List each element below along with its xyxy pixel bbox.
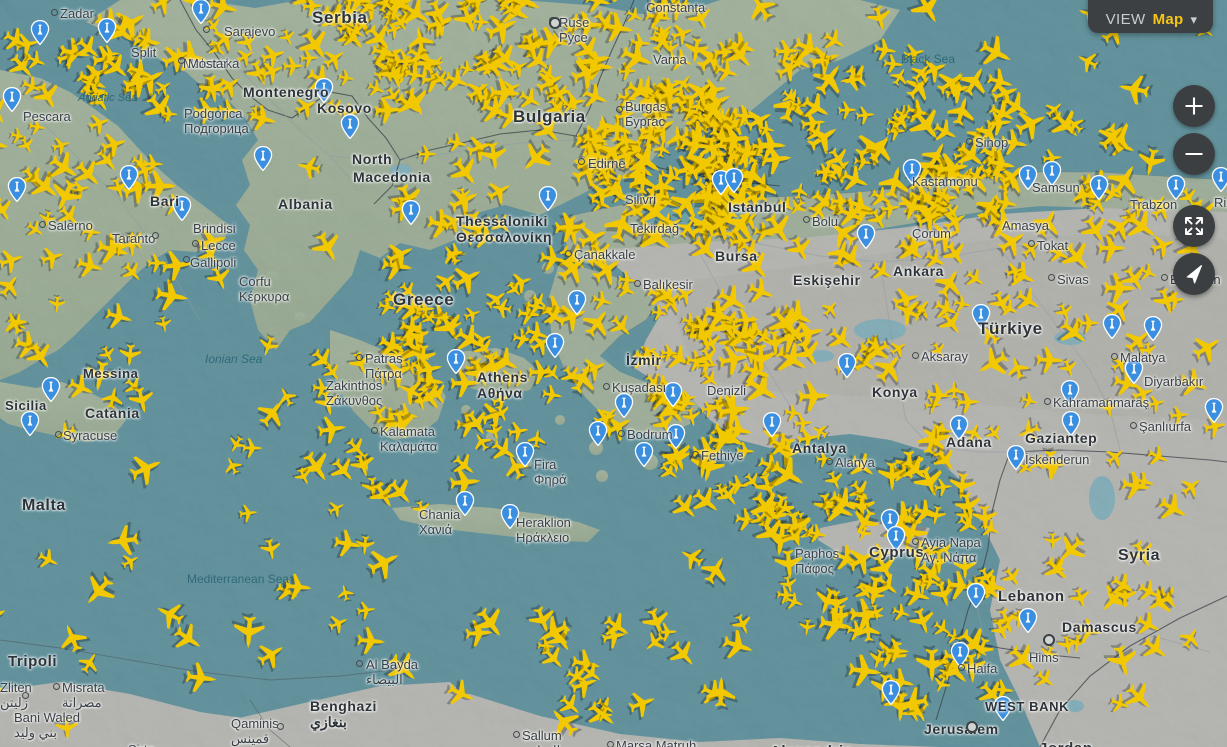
airport-marker-pin[interactable] [837, 353, 857, 378]
airport-marker-pin[interactable] [856, 224, 876, 249]
airport-marker-pin[interactable] [515, 442, 535, 467]
airport-marker-pin[interactable] [7, 177, 27, 202]
airport-marker-pin[interactable] [455, 491, 475, 516]
airport-marker-pin[interactable] [1166, 175, 1186, 200]
airport-marker-pin[interactable] [172, 196, 192, 221]
navigation-arrow-icon [1186, 265, 1203, 284]
airport-marker-pin[interactable] [971, 304, 991, 329]
airport-marker-pin[interactable] [1211, 167, 1227, 192]
view-selector-label: VIEW [1105, 11, 1146, 28]
airport-marker-pin[interactable] [446, 349, 466, 374]
minus-icon [1185, 152, 1203, 156]
airport-marker-pin[interactable] [1061, 411, 1081, 436]
airport-marker-pin[interactable] [949, 415, 969, 440]
airport-marker-pin[interactable] [1042, 161, 1062, 186]
airport-marker-pin[interactable] [666, 424, 686, 449]
airport-marker-pin[interactable] [20, 411, 40, 436]
airport-marker-pin[interactable] [1102, 314, 1122, 339]
map-view-selector[interactable]: VIEW Map ▾ [1087, 0, 1213, 33]
airport-marker-pin[interactable] [1060, 380, 1080, 405]
zoom-in-button[interactable] [1173, 85, 1215, 127]
airport-marker-pin[interactable] [41, 377, 61, 402]
view-selector-value: Map [1152, 11, 1184, 28]
airport-marker-pin[interactable] [1089, 175, 1109, 200]
airport-marker-pin[interactable] [1018, 608, 1038, 633]
chevron-down-icon: ▾ [1190, 12, 1197, 27]
locate-button[interactable] [1173, 253, 1215, 295]
airport-marker-pin[interactable] [401, 200, 421, 225]
fullscreen-button[interactable] [1173, 205, 1215, 247]
airport-marker-pin[interactable] [545, 333, 565, 358]
airport-marker-pin[interactable] [588, 421, 608, 446]
airport-marker-pin[interactable] [1143, 316, 1163, 341]
airport-marker-pin[interactable] [762, 412, 782, 437]
plus-icon [1185, 97, 1203, 115]
airport-marker-pin[interactable] [191, 0, 211, 24]
airport-marker-pin[interactable] [538, 186, 558, 211]
airport-marker-pin[interactable] [500, 504, 520, 529]
airport-marker-pin[interactable] [1204, 398, 1224, 423]
airport-marker-pin[interactable] [567, 290, 587, 315]
airport-marker-pin[interactable] [253, 146, 273, 171]
airport-marker-pin[interactable] [314, 78, 334, 103]
airport-marker-pin[interactable] [119, 165, 139, 190]
airport-marker-pin[interactable] [950, 642, 970, 667]
zoom-out-button[interactable] [1173, 133, 1215, 175]
airport-marker-pin[interactable] [881, 680, 901, 705]
airport-marker-pin[interactable] [1006, 445, 1026, 470]
airport-marker-pin[interactable] [614, 393, 634, 418]
airport-marker-pin[interactable] [966, 583, 986, 608]
airport-marker-pin[interactable] [2, 87, 22, 112]
airport-marker-pin[interactable] [634, 442, 654, 467]
airport-marker-pin[interactable] [1124, 359, 1144, 384]
airport-marker-pin[interactable] [30, 20, 50, 45]
airport-marker-pin[interactable] [340, 114, 360, 139]
airport-marker-pin[interactable] [902, 159, 922, 184]
airport-marker-pin[interactable] [1018, 165, 1038, 190]
airport-marker-pin[interactable] [97, 18, 117, 43]
airport-marker-pin[interactable] [663, 382, 683, 407]
expand-icon [1185, 217, 1203, 235]
airport-marker-pin[interactable] [724, 168, 744, 193]
airport-marker-pin[interactable] [886, 526, 906, 551]
airport-marker-pin[interactable] [993, 696, 1013, 721]
